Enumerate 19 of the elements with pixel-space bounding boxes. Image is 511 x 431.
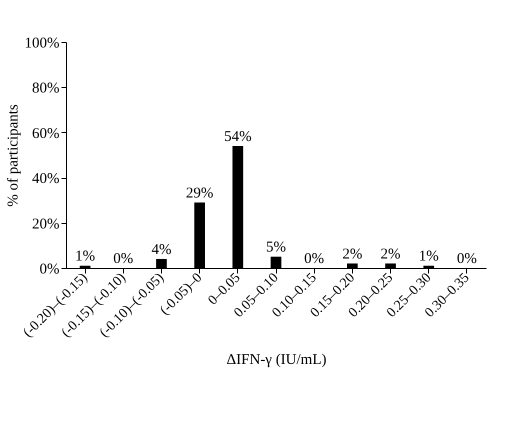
data-label: 0% (456, 251, 477, 267)
data-label: 4% (151, 242, 172, 258)
y-tick-label: 0% (40, 262, 60, 278)
y-tick-label: 40% (32, 171, 60, 188)
data-label: 2% (342, 246, 362, 262)
data-label: 2% (380, 246, 401, 262)
data-label: 0% (304, 251, 324, 267)
data-label: 0% (113, 251, 134, 267)
y-tick-label: 100% (24, 36, 60, 52)
y-axis-title: % of participants (6, 104, 22, 207)
data-label: 54% (224, 128, 252, 145)
data-label: 5% (266, 240, 286, 256)
data-label: 1% (75, 248, 96, 265)
y-tick-label: 20% (32, 216, 60, 232)
y-tick-label: 60% (32, 126, 60, 142)
y-tick-label: 80% (32, 80, 60, 97)
data-label: 1% (418, 248, 439, 265)
x-axis-title: ΔIFN-γ (IU/mL) (226, 352, 327, 368)
data-label: 29% (186, 185, 214, 202)
